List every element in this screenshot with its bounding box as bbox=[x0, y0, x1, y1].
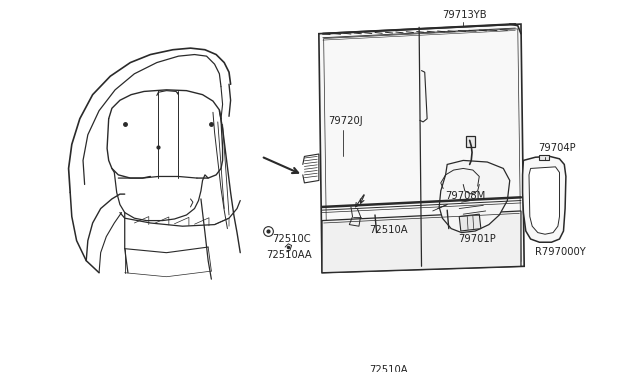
Polygon shape bbox=[322, 211, 521, 273]
Polygon shape bbox=[529, 167, 559, 234]
Polygon shape bbox=[523, 156, 566, 242]
Text: 79704P: 79704P bbox=[539, 143, 576, 153]
Text: 72510C: 72510C bbox=[273, 234, 311, 244]
Text: 79720J: 79720J bbox=[328, 116, 363, 126]
Text: 72510AA: 72510AA bbox=[266, 250, 312, 260]
Text: 79708M: 79708M bbox=[445, 191, 486, 201]
Text: 72510A: 72510A bbox=[369, 225, 408, 235]
Polygon shape bbox=[460, 214, 481, 231]
Text: 72510A: 72510A bbox=[369, 365, 408, 372]
Polygon shape bbox=[539, 155, 549, 160]
Text: 79713YB: 79713YB bbox=[442, 10, 487, 20]
Text: 79701P: 79701P bbox=[458, 234, 496, 244]
Polygon shape bbox=[439, 160, 509, 232]
Polygon shape bbox=[467, 137, 476, 147]
Polygon shape bbox=[319, 24, 524, 273]
Text: R797000Y: R797000Y bbox=[536, 247, 586, 257]
